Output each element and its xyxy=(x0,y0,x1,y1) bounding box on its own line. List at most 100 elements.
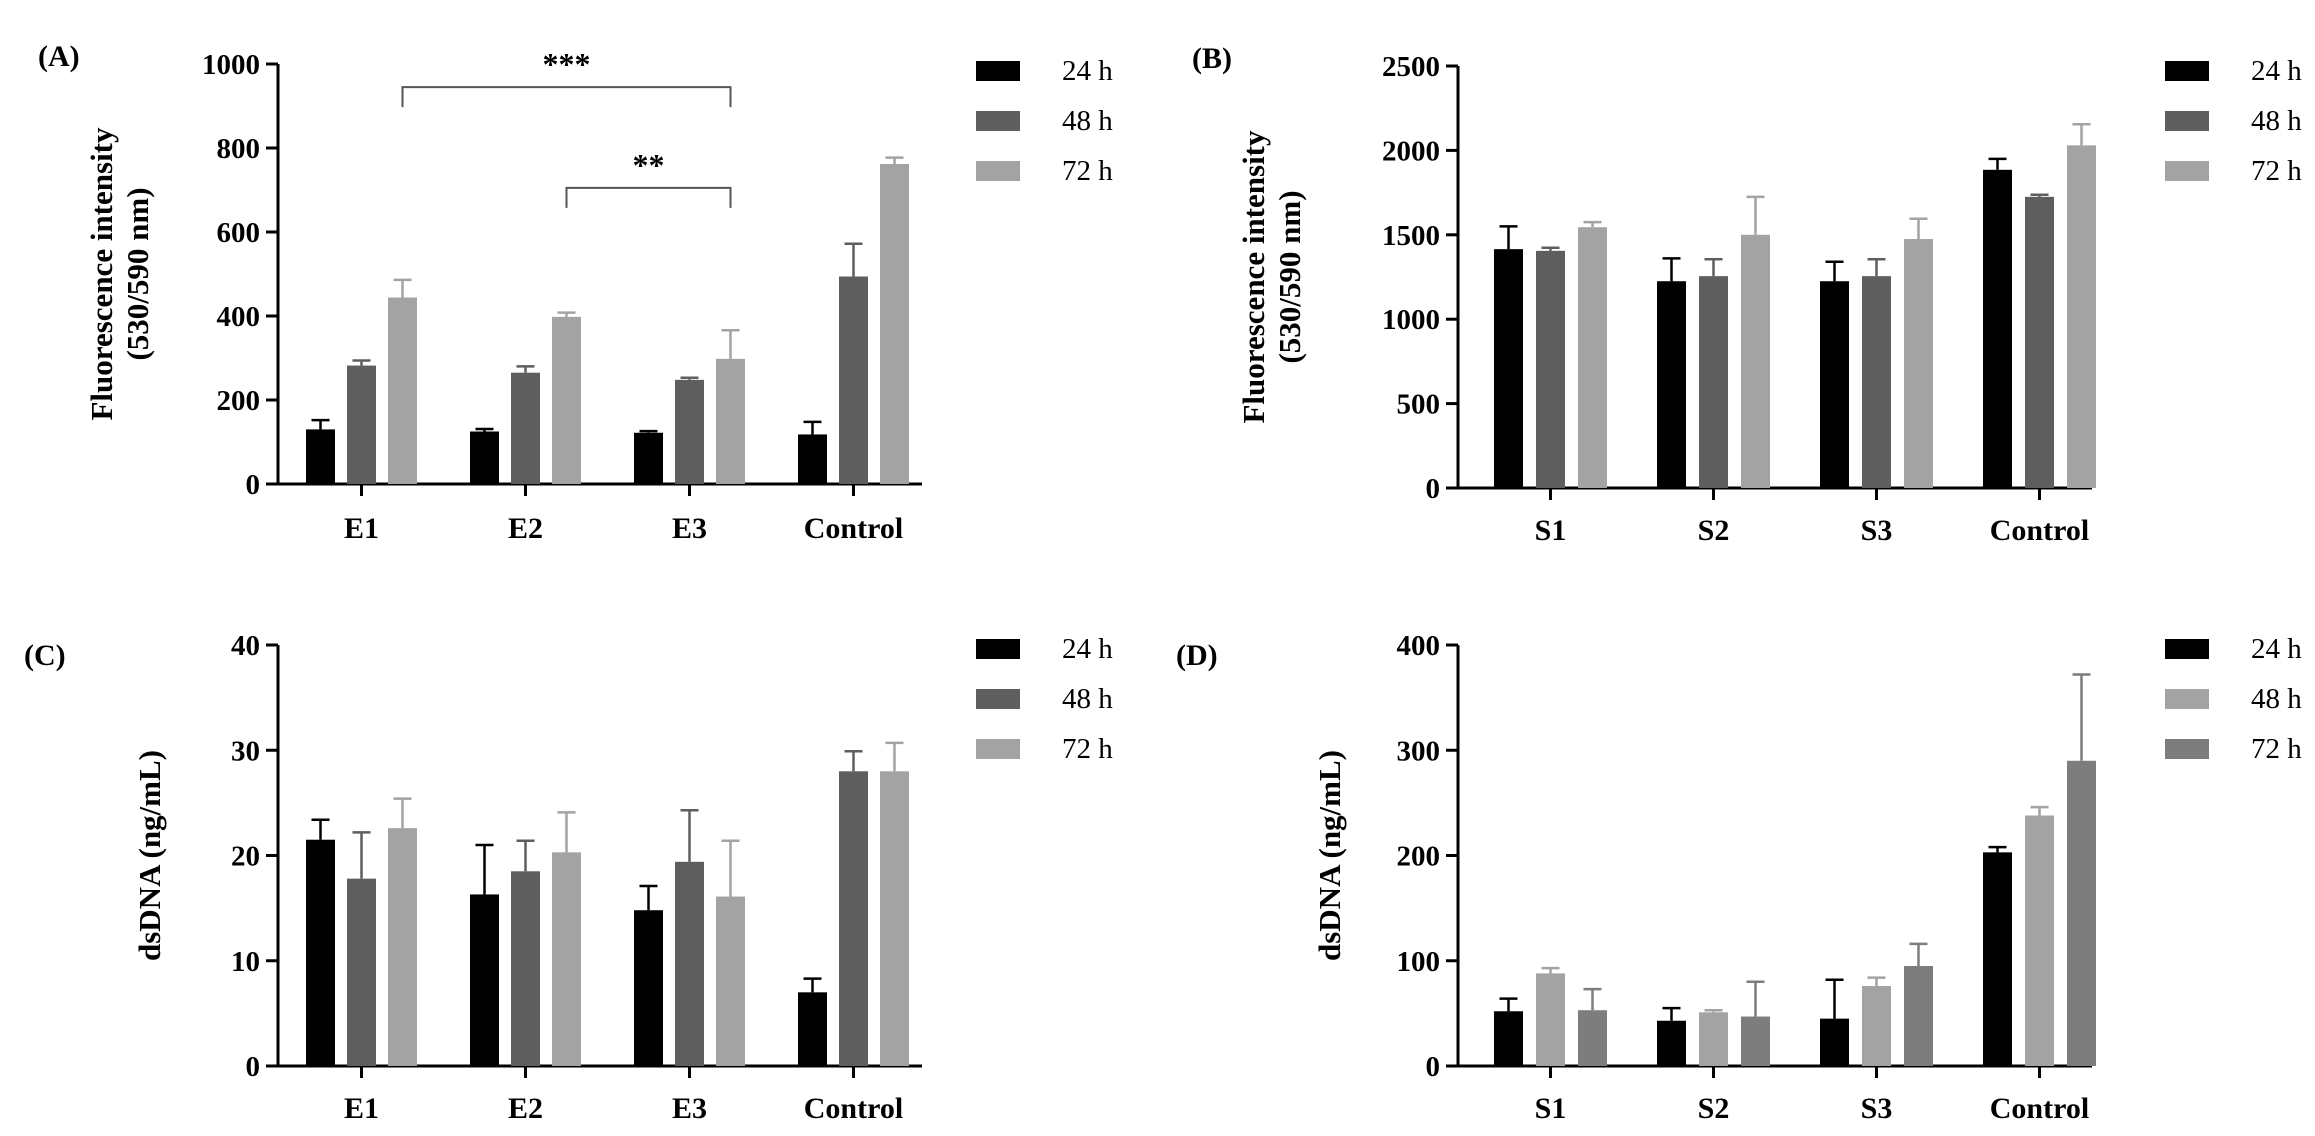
legend-label: 24 h xyxy=(1062,633,1113,665)
bar xyxy=(1741,234,1770,488)
y-tick-label: 1000 xyxy=(1382,304,1440,336)
bar xyxy=(2067,145,2096,488)
y-tick-label: 1500 xyxy=(1382,220,1440,252)
y-tick-label: 1000 xyxy=(202,49,260,81)
significance-label: *** xyxy=(543,46,591,82)
legend-label: 72 h xyxy=(2251,733,2302,765)
y-tick-label: 2500 xyxy=(1382,51,1440,83)
x-tick-label: E3 xyxy=(672,1092,707,1125)
x-tick-label: E2 xyxy=(508,512,543,545)
legend-swatch xyxy=(2165,161,2209,181)
bar xyxy=(1578,1010,1607,1066)
x-tick-label: Control xyxy=(804,1092,903,1125)
bar xyxy=(2025,196,2054,488)
y-tick-label: 600 xyxy=(217,217,261,249)
x-tick-label: S1 xyxy=(1535,514,1567,547)
bar xyxy=(552,316,581,484)
bar xyxy=(1820,281,1849,488)
y-tick-label: 800 xyxy=(217,133,261,165)
bar xyxy=(306,839,335,1066)
y-tick-label: 40 xyxy=(231,630,260,662)
y-tick-label: 500 xyxy=(1397,389,1441,421)
bar xyxy=(880,163,909,484)
bar xyxy=(552,852,581,1066)
chart-panel-d: (D) 0 100 200 300 400 dsDNA (ng/mL) S1 S2 S3 Contr… xyxy=(1176,630,2302,1125)
x-tick-label: S1 xyxy=(1535,1092,1567,1125)
y-tick-label: 200 xyxy=(217,385,261,417)
legend-swatch xyxy=(2165,689,2209,709)
y-tick-label: 10 xyxy=(231,946,260,978)
legend-label: 48 h xyxy=(1062,105,1113,137)
bar xyxy=(388,297,417,484)
y-axis-label: dsDNA (ng/mL) xyxy=(1312,750,1347,961)
panel-label: (A) xyxy=(38,40,80,73)
bar xyxy=(1862,276,1891,488)
x-tick-label: S3 xyxy=(1861,1092,1893,1125)
y-axis-label: Fluorescence intensity xyxy=(84,127,119,421)
bar xyxy=(1494,1011,1523,1066)
panel-label: (C) xyxy=(24,639,66,672)
legend-label: 72 h xyxy=(2251,155,2302,187)
bar xyxy=(1494,249,1523,488)
bar xyxy=(1820,1018,1849,1066)
y-tick-label: 0 xyxy=(246,1051,261,1083)
y-tick-label: 0 xyxy=(1426,473,1441,505)
significance-bracket xyxy=(565,186,732,208)
legend-swatch xyxy=(976,739,1020,759)
legend-label: 24 h xyxy=(2251,55,2302,87)
y-tick-label: 2000 xyxy=(1382,135,1440,167)
y-axis-label: (530/590 nm) xyxy=(120,187,155,360)
y-axis-label: Fluorescence intensity xyxy=(1236,130,1271,424)
bar xyxy=(1983,852,2012,1066)
bar xyxy=(798,992,827,1066)
legend-label: 48 h xyxy=(1062,683,1113,715)
legend-label: 72 h xyxy=(1062,155,1113,187)
legend-swatch xyxy=(976,161,1020,181)
y-tick-label: 300 xyxy=(1397,735,1441,767)
x-tick-label: S2 xyxy=(1698,1092,1730,1125)
panel-label: (B) xyxy=(1192,42,1232,75)
x-tick-label: Control xyxy=(1990,514,2089,547)
bar xyxy=(347,365,376,484)
y-tick-label: 100 xyxy=(1397,946,1441,978)
bar xyxy=(839,771,868,1066)
panel-label: (D) xyxy=(1176,639,1218,672)
bar xyxy=(634,432,663,484)
x-tick-label: S3 xyxy=(1861,514,1893,547)
bar xyxy=(1578,227,1607,489)
legend-label: 48 h xyxy=(2251,105,2302,137)
bar xyxy=(1741,1016,1770,1066)
legend-label: 24 h xyxy=(2251,633,2302,665)
bar xyxy=(1904,966,1933,1066)
legend-swatch xyxy=(2165,111,2209,131)
y-axis-label: dsDNA (ng/mL) xyxy=(132,750,167,961)
y-tick-label: 400 xyxy=(1397,630,1441,662)
x-tick-label: E1 xyxy=(344,1092,379,1125)
y-tick-label: 0 xyxy=(246,469,261,501)
bar xyxy=(1536,250,1565,488)
chart-panel-a: (A) 0 200 400 600 800 1000 Fluorescence intensi… xyxy=(38,40,1113,545)
legend-label: 24 h xyxy=(1062,55,1113,87)
legend-swatch xyxy=(2165,61,2209,81)
chart-panel-c: (C) 0 10 20 30 40 dsDNA (ng/mL) E1 E2 E3 Control 24… xyxy=(24,630,1113,1125)
bar xyxy=(388,828,417,1066)
legend-swatch xyxy=(976,639,1020,659)
y-tick-label: 200 xyxy=(1397,841,1441,873)
bar xyxy=(2025,815,2054,1066)
bar xyxy=(511,871,540,1066)
bar xyxy=(470,894,499,1066)
y-tick-label: 20 xyxy=(231,841,260,873)
bar xyxy=(839,276,868,484)
bar xyxy=(1699,276,1728,488)
legend-swatch xyxy=(2165,739,2209,759)
bar xyxy=(634,910,663,1066)
legend-label: 48 h xyxy=(2251,683,2302,715)
y-tick-label: 400 xyxy=(217,301,261,333)
significance-bracket xyxy=(401,86,732,108)
bar xyxy=(1699,1012,1728,1066)
bar xyxy=(716,896,745,1066)
legend-swatch xyxy=(976,111,1020,131)
bar xyxy=(716,358,745,484)
bar xyxy=(470,431,499,484)
